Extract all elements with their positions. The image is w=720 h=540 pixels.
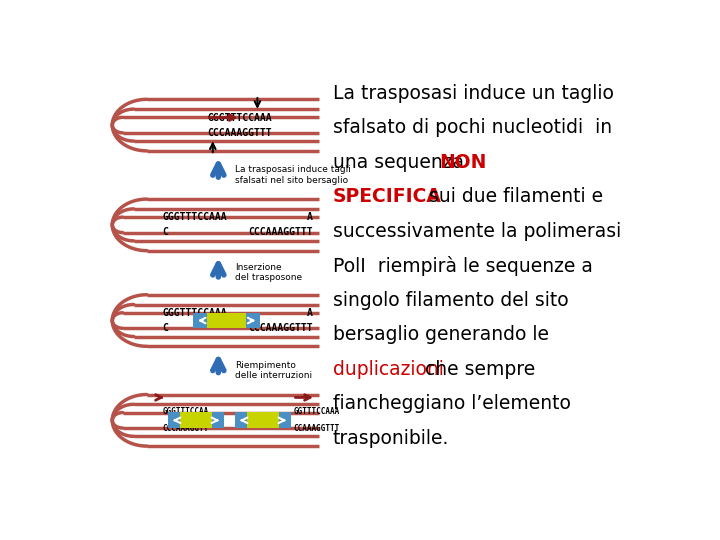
Text: CCCAAAGGTT: CCCAAAGGTT xyxy=(163,424,209,433)
Text: La trasposasi induce tagli
sfalsati nel sito bersaglio: La trasposasi induce tagli sfalsati nel … xyxy=(235,165,351,185)
Text: CCCAAAGGTTT: CCCAAAGGTTT xyxy=(248,227,313,238)
Bar xyxy=(168,413,181,428)
Text: successivamente la polimerasi: successivamente la polimerasi xyxy=(333,221,621,240)
Text: che sempre: che sempre xyxy=(418,360,535,379)
Bar xyxy=(235,413,248,428)
Text: duplicazioni: duplicazioni xyxy=(333,360,444,379)
Text: sui due filamenti e: sui due filamenti e xyxy=(417,187,603,206)
Text: GGGTTTCCAAA: GGGTTTCCAAA xyxy=(163,212,228,222)
Text: fiancheggiano l’elemento: fiancheggiano l’elemento xyxy=(333,394,571,413)
Text: bersaglio generando le: bersaglio generando le xyxy=(333,325,549,344)
Text: C: C xyxy=(163,323,168,333)
Text: Inserzione
del trasposone: Inserzione del trasposone xyxy=(235,263,302,282)
Text: CCCAAAGGTTT: CCCAAAGGTTT xyxy=(207,127,272,138)
Text: Riempimento
delle interruzioni: Riempimento delle interruzioni xyxy=(235,361,312,380)
Text: SPECIFICA: SPECIFICA xyxy=(333,187,441,206)
Text: singolo filamento del sito: singolo filamento del sito xyxy=(333,291,568,309)
Text: CCCAAAGGTTT: CCCAAAGGTTT xyxy=(248,323,313,333)
Text: GGTTTCCAAA: GGTTTCCAAA xyxy=(294,408,340,416)
Text: GGGTTTCCAAA: GGGTTTCCAAA xyxy=(207,113,272,123)
Text: sfalsato di pochi nucleotidi  in: sfalsato di pochi nucleotidi in xyxy=(333,118,612,137)
Bar xyxy=(193,313,207,328)
Text: trasponibile.: trasponibile. xyxy=(333,429,449,448)
Bar xyxy=(246,313,260,328)
Text: A: A xyxy=(307,212,313,222)
Bar xyxy=(207,313,246,328)
Text: PolI  riempirà le sequenze a: PolI riempirà le sequenze a xyxy=(333,256,593,276)
Text: GGGTTTCCAA: GGGTTTCCAA xyxy=(163,408,209,416)
Text: NON: NON xyxy=(439,152,486,172)
Text: una sequenza: una sequenza xyxy=(333,152,469,172)
Text: La trasposasi induce un taglio: La trasposasi induce un taglio xyxy=(333,84,613,103)
Text: GGGTTTCCAAA: GGGTTTCCAAA xyxy=(163,308,228,318)
Text: CCAAAGGTTT: CCAAAGGTTT xyxy=(294,424,340,433)
Text: A: A xyxy=(307,308,313,318)
Text: C: C xyxy=(163,227,168,238)
Bar xyxy=(181,413,212,428)
Bar xyxy=(248,413,279,428)
Bar xyxy=(279,413,291,428)
Bar xyxy=(212,413,224,428)
